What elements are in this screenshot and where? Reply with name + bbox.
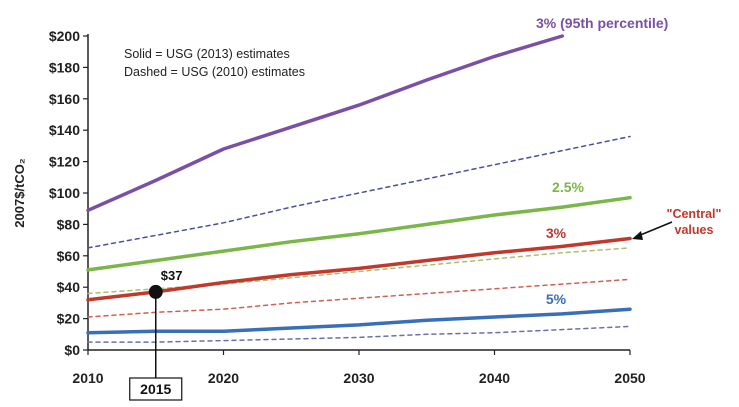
x-tick-label: 2030 [343,370,374,386]
y-tick-label: $180 [49,59,80,75]
series-line-7 [87,325,631,343]
y-tick-label: $120 [49,154,80,170]
data-point-2015 [148,284,163,299]
y-tick-label: $100 [49,185,80,201]
series-label: 5% [546,291,567,307]
series-line-2 [86,236,632,302]
x-tick-label: 2050 [614,370,645,386]
central-arrow-head [632,231,643,240]
central-arrow-line [637,221,673,237]
x-tick-label: 2020 [208,370,239,386]
y-tick-label: $160 [49,91,80,107]
series-line-3 [86,307,632,335]
year-box-label: 2015 [140,381,171,397]
y-tick-label: $140 [49,122,80,138]
year-box [129,377,183,401]
series-line-0 [86,34,565,213]
y-tick-label: $80 [57,216,81,232]
series-label: 3% (95th percentile) [536,15,668,31]
series-line-6 [87,278,631,318]
x-tick-label: 2010 [72,370,103,386]
y-tick-label: $60 [57,248,81,264]
legend-note-line: Solid = USG (2013) estimates [124,47,290,61]
y-tick-label: $20 [57,311,81,327]
y-tick-label: $200 [49,28,80,44]
y-tick-label: $40 [57,279,81,295]
series-line-1 [86,195,632,272]
y-tick-label: $0 [64,342,80,358]
point-label: $37 [161,268,183,283]
legend-note-line: Dashed = USG (2010) estimates [124,65,305,79]
series-label: 3% [546,225,567,241]
series-line-4 [87,135,631,249]
central-label: values [675,223,714,237]
x-tick-label: 2040 [479,370,510,386]
central-label: "Central" [667,207,722,221]
y-axis-label: 2007$/tCO₂ [12,158,27,228]
series-label: 2.5% [552,179,584,195]
